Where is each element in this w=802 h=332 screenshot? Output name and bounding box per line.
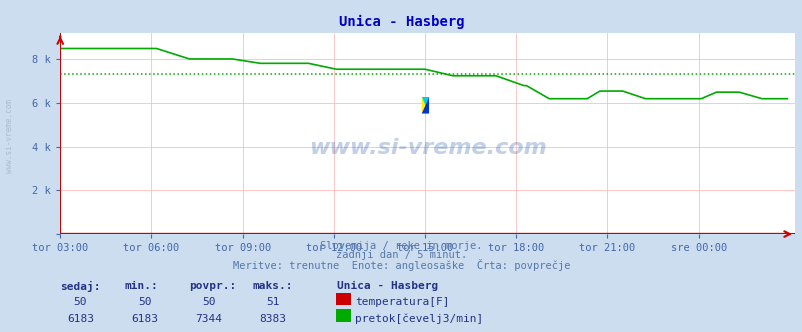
Bar [336, 293, 350, 305]
Polygon shape [421, 98, 428, 114]
Text: pretok[čevelj3/min]: pretok[čevelj3/min] [354, 314, 483, 324]
Text: 8383: 8383 [259, 314, 286, 324]
Bar [336, 309, 350, 322]
Text: 50: 50 [138, 297, 151, 307]
Text: povpr.:: povpr.: [188, 281, 236, 290]
Text: sedaj:: sedaj: [60, 281, 100, 291]
Text: maks.:: maks.: [253, 281, 293, 290]
Text: 6183: 6183 [67, 314, 94, 324]
Text: www.si-vreme.com: www.si-vreme.com [5, 99, 14, 173]
Text: 6183: 6183 [131, 314, 158, 324]
Text: 51: 51 [266, 297, 279, 307]
Polygon shape [421, 98, 428, 114]
Text: zadnji dan / 5 minut.: zadnji dan / 5 minut. [335, 250, 467, 260]
Text: 50: 50 [74, 297, 87, 307]
Text: Slovenija / reke in morje.: Slovenija / reke in morje. [320, 241, 482, 251]
Text: Unica - Hasberg: Unica - Hasberg [338, 15, 464, 29]
Text: Unica - Hasberg: Unica - Hasberg [337, 281, 438, 290]
Text: Meritve: trenutne  Enote: angleosaške  Črta: povprečje: Meritve: trenutne Enote: angleosaške Črt… [233, 259, 569, 271]
Text: temperatura[F]: temperatura[F] [354, 297, 449, 307]
Text: www.si-vreme.com: www.si-vreme.com [308, 138, 546, 158]
Text: min.:: min.: [124, 281, 158, 290]
Text: 7344: 7344 [195, 314, 222, 324]
Text: 50: 50 [202, 297, 215, 307]
Polygon shape [421, 98, 428, 114]
